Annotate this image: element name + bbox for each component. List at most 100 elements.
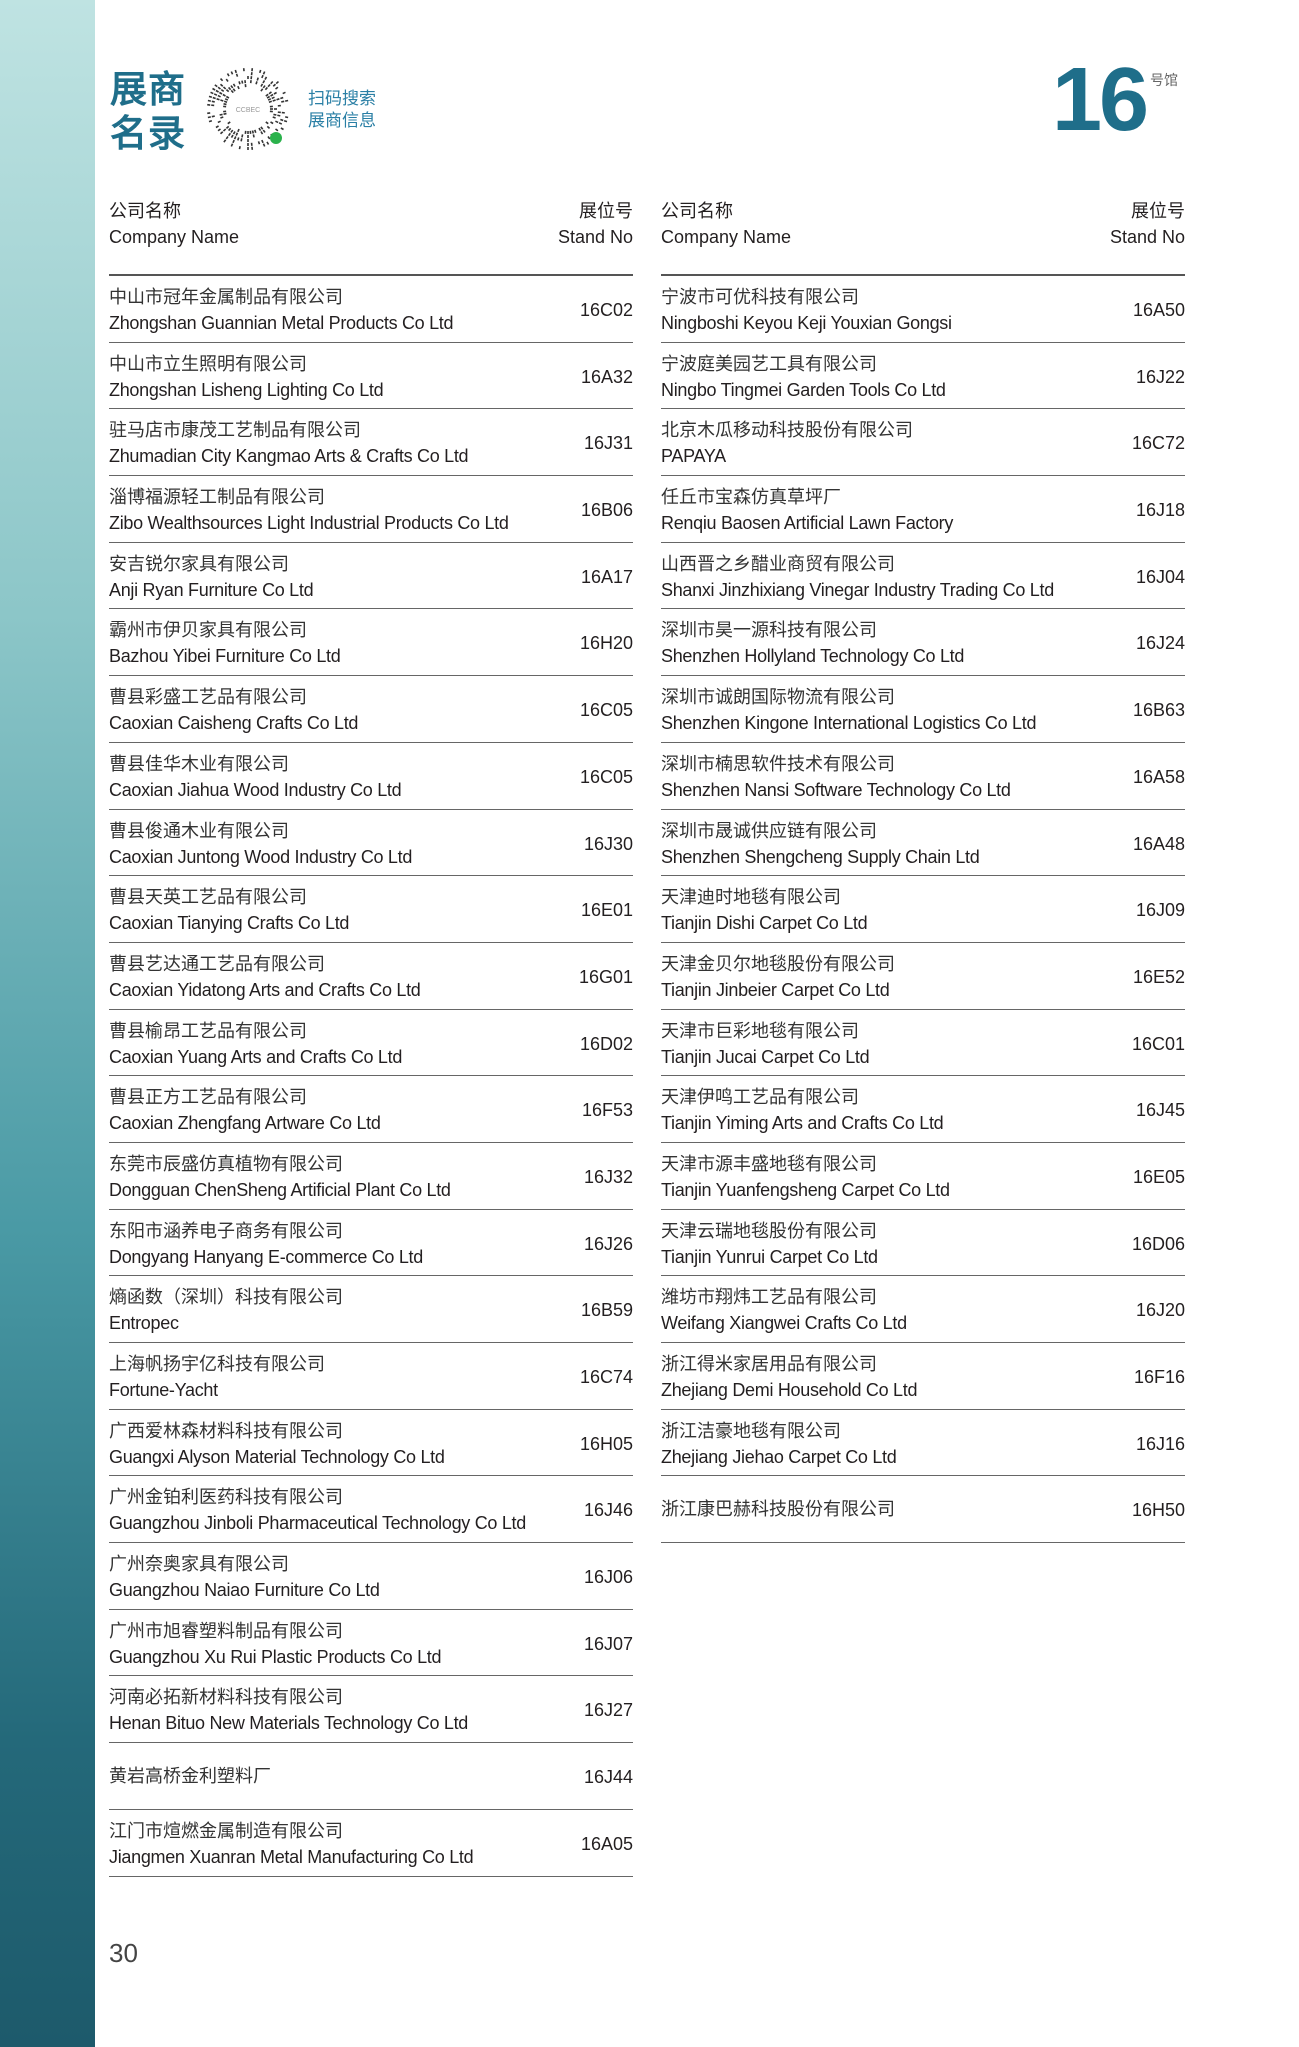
exhibitor-row: 霸州市伊贝家具有限公司 Bazhou Yibei Furniture Co Ltd… — [109, 609, 633, 677]
company-name-zh: 深圳市诚朗国际物流有限公司 — [661, 687, 895, 708]
stand-number: 16E52 — [1132, 966, 1185, 987]
company-name-zh: 霸州市伊贝家具有限公司 — [109, 620, 307, 641]
qr-module — [272, 83, 277, 87]
company-name-zh: 广州金铂利医药科技有限公司 — [109, 1487, 343, 1508]
qr-module — [228, 127, 232, 132]
exhibitor-row: 熵函数（深圳）科技有限公司 Entropec 16B59 — [109, 1276, 633, 1343]
scan-hint: 扫码搜索 展商信息 — [308, 88, 376, 132]
title-line-1: 展商 — [110, 68, 186, 111]
qr-module — [261, 74, 264, 79]
qr-module — [262, 80, 266, 84]
exhibitor-row: 曹县俊通木业有限公司 Caoxian Juntong Wood Industry … — [109, 810, 633, 877]
qr-module — [265, 121, 269, 125]
stand-number: 16G01 — [578, 966, 633, 987]
qr-module — [260, 88, 264, 92]
company-name-zh: 东莞市辰盛仿真植物有限公司 — [109, 1153, 343, 1174]
qr-module — [216, 98, 220, 101]
qr-module — [215, 89, 219, 93]
qr-module — [280, 118, 284, 122]
company-name-en: Weifang Xiangwei Crafts Co Ltd — [661, 1313, 907, 1334]
company-name-en: PAPAYA — [661, 446, 726, 467]
qr-module — [217, 128, 221, 132]
company-name-zh: 曹县俊通木业有限公司 — [109, 820, 289, 841]
company-name-en: Ningbo Tingmei Garden Tools Co Ltd — [661, 379, 946, 400]
company-name-zh: 广州市旭睿塑料制品有限公司 — [109, 1620, 343, 1641]
qr-module — [226, 73, 230, 77]
stand-number: 16A58 — [1132, 766, 1185, 787]
company-name-en: Shanxi Jinzhixiang Vinegar Industry Trad… — [661, 579, 1054, 600]
qr-module — [222, 86, 227, 90]
qr-module — [272, 116, 276, 119]
qr-module — [232, 88, 236, 92]
qr-module — [214, 84, 218, 88]
qr-module — [285, 116, 289, 119]
company-name-zh: 江门市煊燃金属制造有限公司 — [109, 1820, 343, 1841]
qr-module — [212, 96, 216, 100]
scan-line-2: 展商信息 — [308, 111, 376, 130]
company-name-zh: 天津伊鸣工艺品有限公司 — [661, 1087, 859, 1108]
qr-module — [230, 71, 234, 75]
qr-module — [233, 136, 237, 140]
stand-number: 16J07 — [583, 1633, 633, 1654]
stand-number: 16J04 — [1135, 566, 1185, 587]
qr-module — [225, 136, 229, 140]
exhibitor-row: 东莞市辰盛仿真植物有限公司 Dongguan ChenSheng Artifici… — [109, 1143, 633, 1210]
exhibitor-row: 曹县榆昂工艺品有限公司 Caoxian Yuang Arts and Crafts… — [109, 1010, 633, 1077]
stand-number: 16J22 — [1135, 366, 1185, 387]
qr-logo-text: CCBEC — [236, 107, 261, 114]
qr-module — [220, 116, 224, 119]
qr-module — [260, 131, 264, 135]
company-name-zh: 曹县佳华木业有限公司 — [109, 753, 289, 774]
qr-module — [223, 112, 227, 115]
qr-module — [210, 91, 214, 95]
exhibitor-row: 淄博福源轻工制品有限公司 Zibo Wealthsources Light Ind… — [109, 476, 633, 543]
exhibitor-row: 任丘市宝森仿真草坪厂 Renqiu Baosen Artificial Lawn … — [661, 476, 1185, 543]
qr-module — [228, 86, 232, 91]
stand-number: 16A32 — [580, 366, 633, 387]
qr-module — [268, 91, 272, 95]
company-name-en: Guangzhou Jinboli Pharmaceutical Technol… — [109, 1513, 526, 1534]
company-name-header-zh: 公司名称 — [661, 201, 733, 221]
qr-module — [232, 139, 235, 144]
qr-code-icon[interactable]: CCBEC — [206, 66, 290, 152]
qr-module — [262, 71, 266, 75]
stand-number: 16B63 — [1132, 700, 1185, 721]
qr-module — [268, 100, 273, 103]
stand-number: 16J20 — [1135, 1300, 1185, 1321]
qr-module — [230, 143, 234, 147]
qr-module — [264, 76, 268, 80]
company-name-zh: 浙江康巴赫科技股份有限公司 — [661, 1499, 895, 1520]
stand-number: 16J31 — [583, 433, 633, 454]
company-name-zh: 任丘市宝森仿真草坪厂 — [661, 487, 841, 508]
stand-number: 16C05 — [579, 700, 633, 721]
qr-module — [217, 94, 221, 98]
exhibitor-row: 曹县天英工艺品有限公司 Caoxian Tianying Crafts Co Lt… — [109, 876, 633, 943]
qr-module — [223, 100, 228, 103]
qr-module — [225, 95, 230, 99]
company-name-zh: 深圳市楠思软件技术有限公司 — [661, 753, 895, 774]
exhibitor-row: 曹县正方工艺品有限公司 Caoxian Zhengfang Artware Co … — [109, 1076, 633, 1143]
exhibitor-row: 宁波市可优科技有限公司 Ningboshi Keyou Keji Youxian … — [661, 276, 1185, 343]
qr-module — [267, 83, 271, 88]
company-name-zh: 深圳市晟诚供应链有限公司 — [661, 820, 877, 841]
stand-number: 16A05 — [580, 1833, 633, 1854]
qr-module — [282, 91, 286, 95]
company-name-en: Shenzhen Hollyland Technology Co Ltd — [661, 646, 965, 667]
exhibitor-row: 广州市旭睿塑料制品有限公司 Guangzhou Xu Rui Plastic Pr… — [109, 1610, 633, 1677]
exhibitor-row: 河南必拓新材料科技有限公司 Henan Bituo New Materials T… — [109, 1676, 633, 1744]
company-name-zh: 河南必拓新材料科技有限公司 — [109, 1687, 343, 1708]
qr-module — [275, 86, 279, 90]
company-name-en: Caoxian Caisheng Crafts Co Ltd — [109, 713, 359, 734]
qr-module — [220, 99, 224, 102]
column-header: 公司名称 Company Name 展位号 Stand No — [661, 198, 1185, 276]
company-name-zh: 曹县正方工艺品有限公司 — [109, 1087, 307, 1108]
qr-module — [255, 81, 258, 85]
qr-module — [280, 96, 284, 100]
qr-module — [235, 73, 239, 77]
exhibitor-row: 天津云瑞地毯股份有限公司 Tianjin Yunrui Carpet Co Ltd… — [661, 1210, 1185, 1277]
stand-number: 16J27 — [583, 1700, 633, 1721]
company-name-zh: 安吉锐尔家具有限公司 — [109, 553, 289, 574]
qr-module — [219, 83, 224, 87]
stand-number: 16E05 — [1132, 1166, 1185, 1187]
qr-module — [267, 98, 272, 101]
